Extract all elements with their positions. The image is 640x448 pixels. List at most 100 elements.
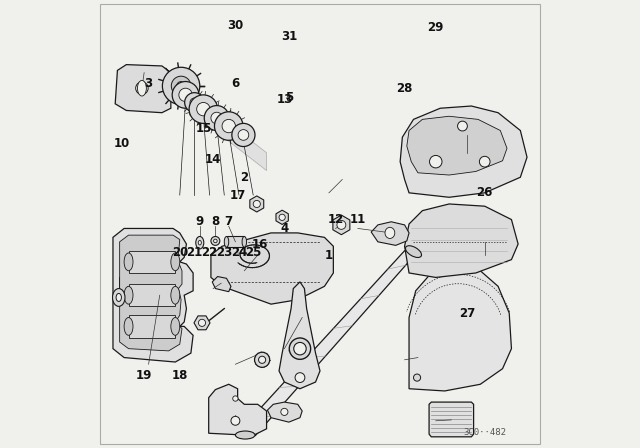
Text: 31: 31	[281, 30, 297, 43]
Polygon shape	[194, 316, 210, 330]
Polygon shape	[268, 402, 302, 422]
Ellipse shape	[233, 396, 238, 401]
Polygon shape	[129, 251, 175, 273]
Polygon shape	[211, 233, 333, 304]
Ellipse shape	[385, 227, 395, 238]
Ellipse shape	[259, 356, 266, 363]
Ellipse shape	[479, 156, 490, 167]
Ellipse shape	[429, 155, 442, 168]
Ellipse shape	[171, 318, 180, 335]
Circle shape	[177, 82, 186, 90]
Text: 30: 30	[227, 19, 244, 32]
Text: 10: 10	[114, 138, 130, 151]
Text: 16: 16	[252, 237, 268, 250]
Text: 2: 2	[240, 171, 248, 184]
Ellipse shape	[189, 95, 218, 123]
Polygon shape	[400, 106, 527, 197]
Polygon shape	[371, 222, 409, 246]
Text: 15: 15	[196, 122, 212, 135]
Text: 9: 9	[196, 215, 204, 228]
Polygon shape	[333, 215, 350, 235]
Ellipse shape	[179, 88, 192, 102]
Text: 17: 17	[230, 189, 246, 202]
Ellipse shape	[172, 82, 199, 108]
Ellipse shape	[190, 98, 199, 107]
Ellipse shape	[255, 352, 269, 367]
Ellipse shape	[116, 293, 122, 302]
Text: 18: 18	[172, 369, 188, 382]
Ellipse shape	[138, 80, 147, 96]
Ellipse shape	[222, 119, 236, 133]
Text: 24: 24	[231, 246, 247, 259]
Text: 29: 29	[428, 21, 444, 34]
Ellipse shape	[242, 237, 246, 247]
Ellipse shape	[124, 286, 133, 304]
Ellipse shape	[232, 123, 255, 146]
Text: 3: 3	[145, 77, 153, 90]
Circle shape	[253, 200, 260, 207]
Polygon shape	[250, 196, 264, 212]
Text: 8: 8	[211, 215, 220, 228]
Polygon shape	[407, 116, 507, 175]
Text: 11: 11	[349, 213, 366, 226]
Text: 12: 12	[328, 213, 344, 226]
Text: 23: 23	[216, 246, 232, 259]
Ellipse shape	[196, 237, 204, 249]
Polygon shape	[236, 246, 422, 435]
Polygon shape	[429, 402, 474, 437]
Circle shape	[198, 319, 205, 327]
Text: 1: 1	[325, 249, 333, 262]
Circle shape	[172, 76, 191, 96]
Ellipse shape	[224, 237, 228, 247]
Ellipse shape	[214, 112, 243, 140]
Ellipse shape	[281, 408, 288, 415]
Text: 19: 19	[136, 369, 152, 382]
Ellipse shape	[214, 239, 217, 243]
Text: 22: 22	[202, 246, 218, 259]
Text: 13: 13	[276, 93, 292, 106]
Polygon shape	[129, 315, 175, 337]
Ellipse shape	[198, 241, 202, 245]
Ellipse shape	[204, 106, 229, 130]
Polygon shape	[409, 266, 511, 391]
Ellipse shape	[124, 318, 133, 335]
Ellipse shape	[458, 121, 467, 131]
Text: 26: 26	[477, 186, 493, 199]
Ellipse shape	[124, 253, 133, 271]
Text: 27: 27	[459, 306, 475, 319]
Text: 14: 14	[205, 153, 221, 166]
Text: 21: 21	[186, 246, 203, 259]
Text: 3C0··482: 3C0··482	[463, 428, 506, 437]
Text: 5: 5	[285, 90, 293, 103]
Polygon shape	[404, 204, 518, 277]
Ellipse shape	[294, 342, 306, 355]
Polygon shape	[209, 384, 267, 435]
Ellipse shape	[171, 286, 180, 304]
Ellipse shape	[113, 289, 125, 306]
Polygon shape	[129, 284, 175, 306]
Ellipse shape	[196, 103, 210, 116]
Polygon shape	[115, 65, 171, 113]
Circle shape	[337, 220, 346, 229]
Text: 25: 25	[245, 246, 261, 259]
Text: 28: 28	[396, 82, 413, 95]
Polygon shape	[113, 228, 193, 362]
Ellipse shape	[136, 82, 148, 95]
Polygon shape	[227, 237, 244, 247]
Circle shape	[279, 214, 285, 220]
Ellipse shape	[295, 373, 305, 383]
Ellipse shape	[413, 374, 420, 381]
Text: 7: 7	[225, 215, 233, 228]
Ellipse shape	[211, 237, 220, 246]
Ellipse shape	[236, 431, 255, 439]
Polygon shape	[212, 276, 231, 292]
Polygon shape	[279, 282, 320, 389]
Polygon shape	[276, 210, 289, 224]
Circle shape	[163, 67, 200, 105]
Ellipse shape	[238, 129, 249, 140]
Polygon shape	[120, 235, 182, 351]
Polygon shape	[186, 90, 267, 171]
Text: 6: 6	[231, 77, 239, 90]
Text: 20: 20	[172, 246, 188, 259]
Ellipse shape	[185, 93, 204, 112]
